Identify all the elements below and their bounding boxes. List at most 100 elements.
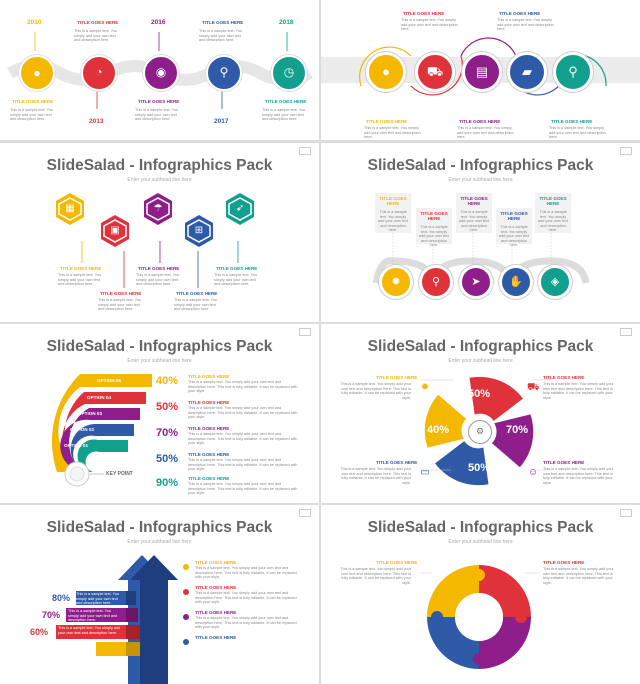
item-title: TITLE GOES HERE bbox=[543, 460, 585, 465]
item-title: TITLE GOES HERE bbox=[265, 99, 307, 104]
item-title: TITLE GOES HERE bbox=[195, 610, 237, 615]
item-title: TITLE GOES HERE bbox=[77, 20, 119, 25]
slide-title: SlideSalad - Infographics Pack bbox=[46, 157, 273, 174]
item-title: TITLE GOES HERE bbox=[376, 560, 418, 565]
bar-desc: This is a sample text. You simply add yo… bbox=[76, 592, 120, 606]
item-desc: This is a sample text. You simply add yo… bbox=[459, 210, 489, 233]
slide-3-hexagons[interactable]: SlideSalad - Infographics Pack Enter you… bbox=[0, 143, 319, 322]
item-desc: This is a sample text. You simply add yo… bbox=[419, 225, 449, 248]
user-icon: ● bbox=[19, 55, 55, 91]
slide-subtitle: Enter your subhead line here bbox=[127, 539, 192, 545]
network-icon: ⊞ bbox=[194, 225, 204, 236]
slide-subtitle: Enter your subhead line here bbox=[448, 358, 513, 364]
segment-value: 50% bbox=[468, 388, 491, 400]
option-label: OPTION 05 bbox=[97, 378, 121, 383]
item-title: TITLE GOES HERE bbox=[420, 211, 448, 221]
item-title: TITLE GOES HERE bbox=[543, 375, 585, 380]
monitor-icon: ▭ bbox=[420, 467, 430, 478]
year-label: 2018 bbox=[279, 19, 294, 26]
page-number-box bbox=[620, 147, 632, 155]
item-desc: This is a sample text. You simply add yo… bbox=[136, 273, 180, 287]
item-desc: This is a sample text. You simply add yo… bbox=[195, 591, 297, 605]
item-desc: This is a sample text. You simply add yo… bbox=[378, 210, 408, 233]
slide-title: SlideSalad - Infographics Pack bbox=[367, 338, 594, 355]
item-title: TITLE GOES HERE bbox=[202, 20, 244, 25]
pipe-wave bbox=[372, 233, 590, 285]
item-desc: This is a sample text. You simply add yo… bbox=[199, 29, 243, 43]
option-label: OPTION 02 bbox=[70, 427, 94, 432]
percent-value: 90% bbox=[156, 477, 179, 489]
item-desc: This is a sample text. You simply add yo… bbox=[135, 108, 179, 122]
slide-subtitle: Enter your subhead line here bbox=[448, 539, 513, 545]
percent-value: 60% bbox=[30, 627, 49, 637]
item-desc: This is a sample text. You simply add yo… bbox=[364, 126, 421, 140]
item-title: TITLE GOES HERE bbox=[195, 635, 237, 640]
slide-title: SlideSalad - Infographics Pack bbox=[46, 519, 273, 536]
item-desc: This is a sample text. You simply add yo… bbox=[538, 210, 568, 233]
page-number-box bbox=[620, 328, 632, 336]
item-desc: This is a sample text. You simply add yo… bbox=[497, 18, 554, 32]
slide-4-pipe-circles[interactable]: SlideSalad - Infographics Pack Enter you… bbox=[321, 143, 640, 322]
briefcase-icon: ▣ bbox=[110, 225, 120, 236]
item-title: TITLE GOES HERE bbox=[500, 211, 528, 221]
slide-2-circle-chain[interactable]: TITLE GOES HERE This is a sample text. Y… bbox=[321, 0, 640, 140]
item-title: TITLE GOES HERE bbox=[459, 119, 501, 124]
item-title: TITLE GOES HERE bbox=[188, 476, 230, 481]
item-desc: This is a sample text. You simply add yo… bbox=[195, 566, 297, 580]
truck-icon: ▰ bbox=[507, 52, 547, 92]
gear-icon: ✹ bbox=[379, 265, 413, 299]
bullet-dot bbox=[183, 564, 189, 570]
gear-icon: ✹ bbox=[420, 382, 430, 393]
certificate-icon: ▦ bbox=[65, 203, 75, 214]
percent-value: 50% bbox=[156, 453, 179, 465]
item-title: TITLE GOES HERE bbox=[12, 99, 54, 104]
item-desc: This is a sample text. You simply add yo… bbox=[549, 126, 606, 140]
percent-value: 70% bbox=[42, 610, 61, 620]
slide-title: SlideSalad - Infographics Pack bbox=[367, 519, 594, 536]
label-card bbox=[535, 193, 571, 233]
item-desc: This is a sample text. You simply add yo… bbox=[499, 225, 529, 248]
option-label: OPTION 01 bbox=[64, 443, 88, 448]
search-icon: ⚲ bbox=[206, 55, 242, 91]
item-desc: This is a sample text. You simply add yo… bbox=[543, 467, 614, 485]
item-desc: This is a sample text. You simply add yo… bbox=[214, 273, 258, 287]
slide-5-rainbow-options[interactable]: SlideSalad - Infographics Pack Enter you… bbox=[0, 324, 319, 503]
item-desc: This is a sample text. You simply add yo… bbox=[543, 567, 614, 585]
percent-value: 70% bbox=[156, 427, 179, 439]
label-card bbox=[375, 193, 411, 233]
year-label: 2016 bbox=[151, 19, 166, 26]
rainbow-arcs bbox=[51, 374, 152, 487]
item-title: TITLE GOES HERE bbox=[188, 400, 230, 405]
item-desc: This is a sample text. You simply add yo… bbox=[58, 273, 102, 287]
slide-title: SlideSalad - Infographics Pack bbox=[367, 157, 594, 174]
slide-subtitle: Enter your subhead line here bbox=[127, 358, 192, 364]
item-desc: This is a sample text. You simply add yo… bbox=[457, 126, 514, 140]
item-title: TITLE GOES HERE bbox=[100, 291, 142, 296]
item-desc: This is a sample text. You simply add yo… bbox=[188, 482, 298, 496]
user-icon: ● bbox=[366, 52, 406, 92]
item-desc: This is a sample text. You simply add yo… bbox=[340, 467, 411, 485]
slide-7-arrow-bars[interactable]: SlideSalad - Infographics Pack Enter you… bbox=[0, 505, 319, 684]
option-label: OPTION 04 bbox=[87, 395, 111, 400]
item-title: TITLE GOES HERE bbox=[188, 452, 230, 457]
head-gear-icon: ⚙ bbox=[468, 420, 492, 444]
item-title: TITLE GOES HERE bbox=[138, 99, 180, 104]
item-title: TITLE GOES HERE bbox=[366, 119, 408, 124]
item-title: TITLE GOES HERE bbox=[216, 266, 258, 271]
percent-value: 50% bbox=[156, 401, 179, 413]
person-icon: ☺ bbox=[527, 467, 539, 478]
location-icon: ◉ bbox=[143, 55, 179, 91]
item-title: TITLE GOES HERE bbox=[379, 196, 407, 206]
handshake-icon: ✋ bbox=[499, 265, 533, 299]
segment-value: 70% bbox=[506, 424, 529, 436]
slide-6-donut-quadrants[interactable]: SlideSalad - Infographics Pack Enter you… bbox=[321, 324, 640, 503]
item-title: TITLE GOES HERE bbox=[188, 426, 230, 431]
slide-1-timeline[interactable]: 2010 2013 2016 2017 2018 TITLE GOES HERE… bbox=[0, 0, 319, 140]
item-desc: This is a sample text. You simply add yo… bbox=[401, 18, 458, 32]
item-desc: This is a sample text. You simply add yo… bbox=[340, 567, 411, 585]
growth-icon: ▤ bbox=[462, 52, 502, 92]
slide-8-puzzle-ring[interactable]: SlideSalad - Infographics Pack Enter you… bbox=[321, 505, 640, 684]
percent-value: 80% bbox=[52, 593, 71, 603]
option-label: OPTION 03 bbox=[78, 411, 102, 416]
puzzle-ring bbox=[421, 565, 539, 669]
